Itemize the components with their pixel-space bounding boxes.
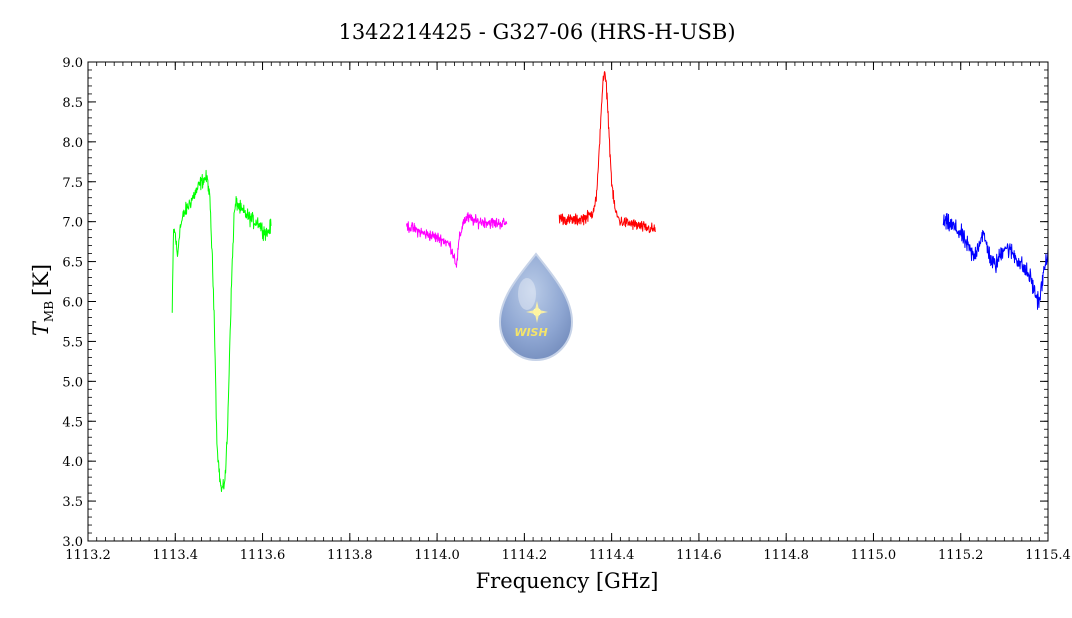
x-tick-label: 1113.8	[327, 548, 373, 563]
y-tick-label: 7.5	[62, 176, 83, 191]
chart-title: 1342214425 - G327-06 (HRS-H-USB)	[338, 20, 735, 44]
water-drop-star-icon: WISH	[498, 252, 574, 362]
tick-labels: 1113.2 1113.4 1113.6 1113.8 1114.0 1114.2 1114…	[62, 56, 1070, 563]
logo-highlight	[518, 278, 536, 310]
y-tick-label: 3.5	[62, 495, 83, 510]
series-line-2	[558, 71, 656, 234]
y-axis-label: TMB [K]	[29, 264, 56, 336]
y-tick-label: 4.5	[62, 415, 83, 430]
y-tick-label: 9.0	[62, 56, 83, 71]
y-tick-label: 8.5	[62, 96, 83, 111]
x-tick-label: 1115.4	[1025, 548, 1071, 563]
x-tick-label: 1114.8	[763, 548, 809, 563]
y-tick-label: 4.0	[62, 455, 83, 470]
y-tick-label: 5.0	[62, 375, 83, 390]
x-tick-label: 1114.0	[414, 548, 460, 563]
series-line-1	[406, 212, 508, 268]
y-tick-label: 7.0	[62, 216, 83, 231]
logo-text: WISH	[514, 326, 547, 339]
series-layer	[171, 71, 1049, 493]
x-tick-label: 1113.6	[240, 548, 286, 563]
y-tick-label: 3.0	[62, 535, 83, 550]
x-tick-label: 1114.6	[676, 548, 722, 563]
svg-text:TMB[K]: TMB [K]	[29, 264, 56, 336]
x-tick-label: 1113.2	[65, 548, 111, 563]
logo-star	[526, 301, 548, 323]
x-tick-label: 1115.2	[938, 548, 984, 563]
x-axis-label: Frequency [GHz]	[476, 569, 659, 593]
y-tick-label: 6.0	[62, 296, 83, 311]
y-tick-label: 6.5	[62, 256, 83, 271]
plot-frame	[87, 61, 1049, 542]
x-tick-label: 1113.4	[153, 548, 199, 563]
series-line-3	[942, 213, 1049, 310]
x-tick-label: 1114.2	[502, 548, 548, 563]
x-tick-label: 1115.0	[851, 548, 897, 563]
y-axis-label-main: T	[29, 320, 53, 336]
y-axis-label-unit: [K]	[29, 264, 53, 296]
x-tick-label: 1114.4	[589, 548, 635, 563]
y-axis-label-sub: MB	[42, 301, 56, 322]
y-tick-label: 8.0	[62, 136, 83, 151]
series-line-0	[171, 169, 272, 493]
y-tick-label: 5.5	[62, 335, 83, 350]
